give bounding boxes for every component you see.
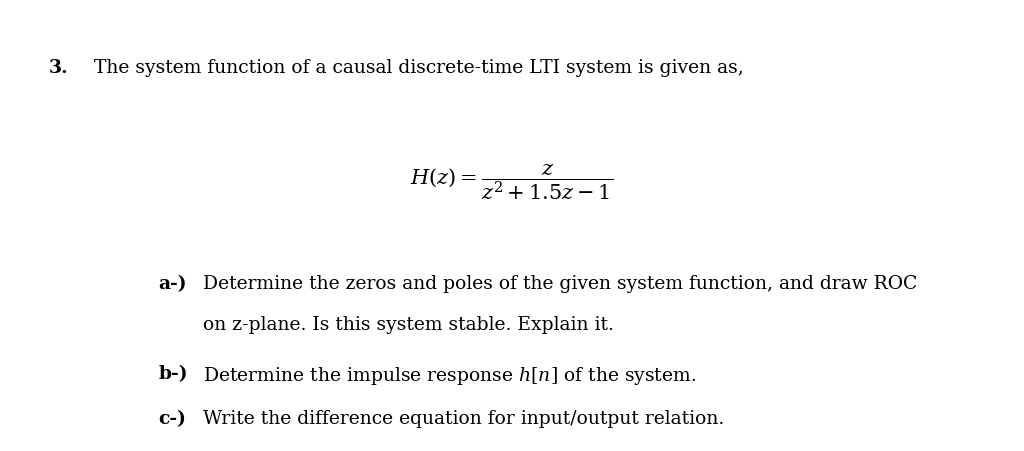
Text: 3.: 3. [49, 59, 69, 77]
Text: Determine the impulse response $h[n]$ of the system.: Determine the impulse response $h[n]$ of… [203, 365, 696, 387]
Text: a-): a-) [159, 275, 187, 293]
Text: Determine the zeros and poles of the given system function, and draw ROC: Determine the zeros and poles of the giv… [203, 275, 918, 293]
Text: $H(z) = \dfrac{z}{z^2 + 1.5z - 1}$: $H(z) = \dfrac{z}{z^2 + 1.5z - 1}$ [411, 162, 613, 202]
Text: on z-plane. Is this system stable. Explain it.: on z-plane. Is this system stable. Expla… [203, 316, 613, 334]
Text: c-): c-) [159, 410, 186, 428]
Text: The system function of a causal discrete-time LTI system is given as,: The system function of a causal discrete… [94, 59, 744, 77]
Text: Write the difference equation for input/output relation.: Write the difference equation for input/… [203, 410, 724, 428]
Text: b-): b-) [159, 365, 188, 383]
